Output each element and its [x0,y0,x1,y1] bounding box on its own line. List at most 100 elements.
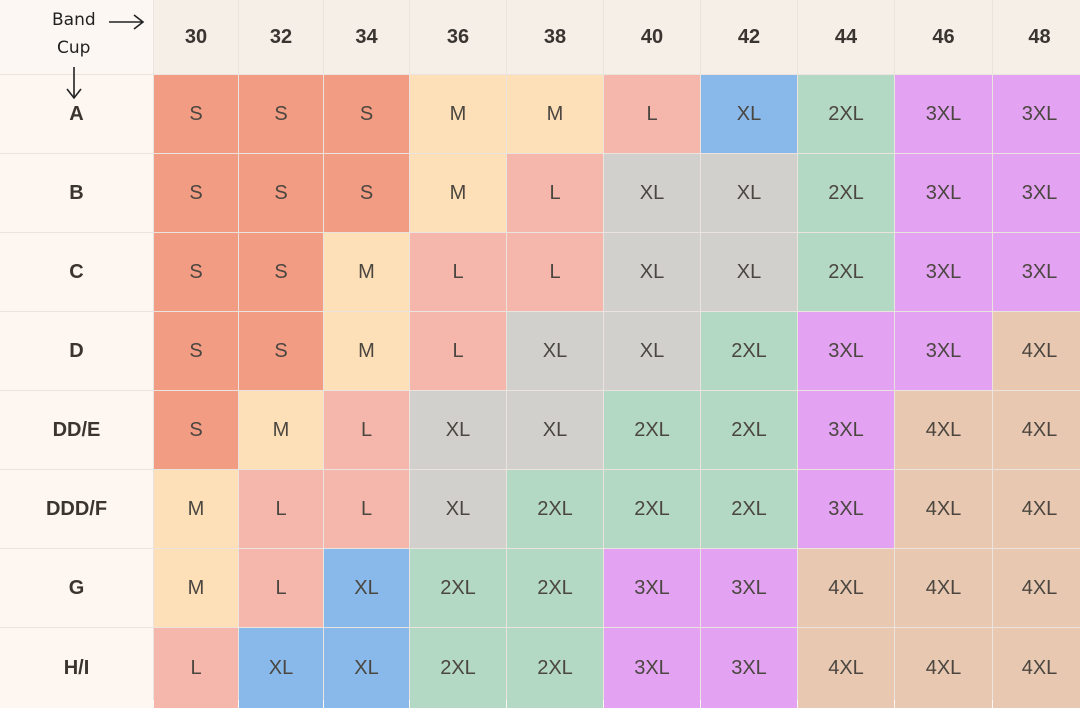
size-cell: L [324,391,409,469]
size-cell: 2XL [507,470,603,548]
cup-header: G [0,549,153,627]
size-cell: L [154,628,238,708]
arrow-right-icon [109,14,145,30]
size-cell: 2XL [604,391,700,469]
size-cell: 4XL [798,628,894,708]
cup-header: A [0,75,153,153]
size-cell: 2XL [798,154,894,232]
size-cell: S [154,75,238,153]
size-cell: S [239,312,323,390]
size-cell: XL [507,391,603,469]
size-cell: 3XL [895,233,992,311]
size-cell: 3XL [993,154,1080,232]
cup-header: H/I [0,628,153,708]
band-header: 36 [410,0,506,74]
size-cell: L [239,549,323,627]
size-cell: S [154,391,238,469]
size-cell: XL [701,75,797,153]
size-cell: XL [507,312,603,390]
band-header: 44 [798,0,894,74]
size-cell: XL [324,628,409,708]
size-cell: L [507,154,603,232]
size-cell: 2XL [410,549,506,627]
size-cell: 2XL [701,312,797,390]
size-cell: L [410,312,506,390]
size-cell: 4XL [993,391,1080,469]
band-header: 30 [154,0,238,74]
size-cell: S [154,312,238,390]
size-cell: 3XL [993,75,1080,153]
size-cell: XL [604,233,700,311]
size-cell: XL [701,154,797,232]
size-cell: M [507,75,603,153]
size-cell: 3XL [895,154,992,232]
size-cell: 3XL [604,549,700,627]
size-cell: XL [604,312,700,390]
size-cell: 3XL [798,312,894,390]
band-header: 48 [993,0,1080,74]
cup-header: DDD/F [0,470,153,548]
size-cell: XL [604,154,700,232]
size-cell: 4XL [895,549,992,627]
size-cell: S [239,233,323,311]
cup-header: D [0,312,153,390]
corner-header: Band Cup [0,0,153,100]
size-cell: M [154,549,238,627]
size-cell: 4XL [993,549,1080,627]
cup-header: DD/E [0,391,153,469]
size-cell: 2XL [507,628,603,708]
band-header: 40 [604,0,700,74]
size-cell: M [410,75,506,153]
size-cell: S [324,75,409,153]
cup-header: C [0,233,153,311]
size-cell: XL [410,391,506,469]
size-cell: 4XL [993,312,1080,390]
size-cell: 3XL [895,312,992,390]
size-cell: 4XL [895,628,992,708]
size-cell: S [239,75,323,153]
size-cell: 4XL [993,628,1080,708]
size-cell: S [154,154,238,232]
arrow-down-icon [66,67,82,100]
size-cell: 4XL [895,391,992,469]
size-cell: S [324,154,409,232]
size-cell: 2XL [701,470,797,548]
size-cell: M [324,312,409,390]
size-cell: 4XL [993,470,1080,548]
size-cell: 3XL [798,391,894,469]
size-cell: M [154,470,238,548]
size-cell: 3XL [993,233,1080,311]
size-cell: L [324,470,409,548]
band-header: 32 [239,0,323,74]
size-cell: 4XL [895,470,992,548]
size-cell: 2XL [410,628,506,708]
size-cell: M [324,233,409,311]
band-header: 38 [507,0,603,74]
size-cell: L [507,233,603,311]
size-cell: S [154,233,238,311]
size-cell: 2XL [604,470,700,548]
size-cell: 3XL [895,75,992,153]
size-cell: 2XL [798,233,894,311]
size-cell: L [604,75,700,153]
band-header: 42 [701,0,797,74]
size-cell: XL [324,549,409,627]
band-header: 46 [895,0,992,74]
size-cell: 3XL [701,628,797,708]
size-cell: L [239,470,323,548]
size-cell: L [410,233,506,311]
size-cell: 2XL [798,75,894,153]
size-cell: 3XL [701,549,797,627]
band-axis-label: Band [52,10,96,30]
size-cell: XL [701,233,797,311]
size-cell: XL [239,628,323,708]
cup-header: B [0,154,153,232]
size-cell: 3XL [798,470,894,548]
size-cell: 3XL [604,628,700,708]
cup-axis-label: Cup [57,38,91,58]
size-cell: S [239,154,323,232]
size-cell: M [239,391,323,469]
size-cell: 2XL [507,549,603,627]
size-cell: 4XL [798,549,894,627]
